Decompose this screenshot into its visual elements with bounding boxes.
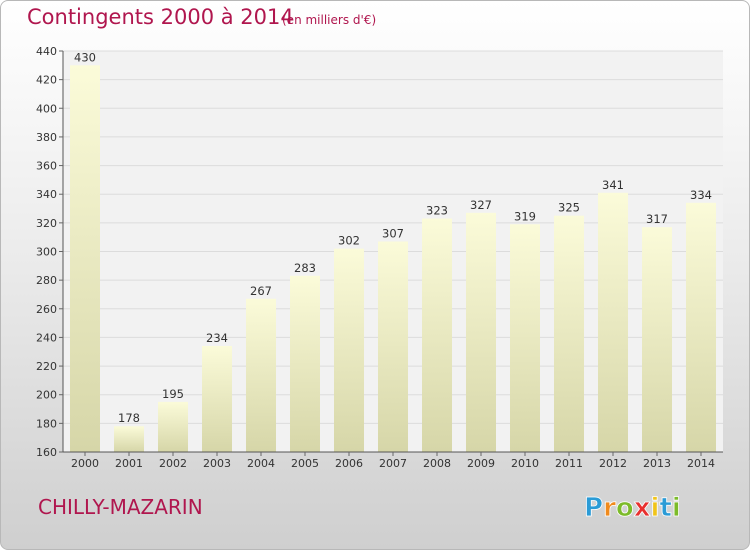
value-label: 341	[602, 178, 624, 192]
x-tick-label: 2008	[423, 457, 451, 470]
logo-text: Proxiti	[584, 493, 681, 523]
value-label: 195	[162, 387, 184, 401]
bar-2004	[246, 298, 276, 452]
bar-2011	[554, 215, 584, 452]
y-tick-label: 180	[36, 417, 57, 430]
bar-2001	[114, 426, 144, 452]
x-tick-label: 2004	[247, 457, 275, 470]
y-tick-label: 320	[36, 217, 57, 230]
chart-title: Contingents 2000 à 2014	[27, 5, 294, 29]
value-label: 302	[338, 234, 360, 248]
y-tick-label: 240	[36, 331, 57, 344]
value-label: 267	[250, 284, 272, 298]
value-label: 325	[558, 201, 580, 215]
value-label: 319	[514, 209, 536, 223]
y-tick-labels: 160 180 200 220 240 260 280 300 320 340 360 380 400 4…	[36, 45, 63, 459]
y-tick-label: 400	[36, 102, 57, 115]
x-tick-label: 2007	[379, 457, 407, 470]
y-tick-label: 420	[36, 74, 57, 87]
bar-2014	[686, 202, 716, 452]
bar-2005	[290, 275, 320, 452]
y-tick-label: 340	[36, 188, 57, 201]
value-label: 283	[294, 261, 316, 275]
value-label: 178	[118, 411, 140, 425]
value-label: 430	[74, 50, 96, 64]
y-tick-label: 160	[36, 446, 57, 459]
y-tick-label: 220	[36, 360, 57, 373]
bar-2003	[202, 346, 232, 452]
x-tick-label: 2009	[467, 457, 495, 470]
value-label: 307	[382, 226, 404, 240]
value-label: 317	[646, 212, 668, 226]
x-tick-label: 2010	[511, 457, 539, 470]
x-tick-label: 2002	[159, 457, 187, 470]
x-tick-label: 2000	[71, 457, 99, 470]
y-tick-label: 380	[36, 131, 57, 144]
y-tick-label: 200	[36, 389, 57, 402]
x-tick-labels: 2000 2001 2002 2003 2004 2005 2006 2007 2008 2009…	[71, 452, 715, 470]
y-tick-label: 360	[36, 160, 57, 173]
x-tick-label: 2014	[687, 457, 715, 470]
bar-2012	[598, 192, 628, 452]
y-tick-label: 260	[36, 303, 57, 316]
bar-2010	[510, 224, 540, 452]
bar-2007	[378, 241, 408, 452]
bar-2006	[334, 248, 364, 452]
bar-2013	[642, 227, 672, 452]
x-tick-label: 2003	[203, 457, 231, 470]
bar-2002	[158, 401, 188, 452]
y-tick-label: 280	[36, 274, 57, 287]
commune-name: CHILLY-MAZARIN	[38, 495, 203, 519]
bars	[70, 65, 716, 453]
x-tick-label: 2011	[555, 457, 583, 470]
proxiti-logo: Proxiti	[582, 488, 692, 524]
x-tick-label: 2001	[115, 457, 143, 470]
value-label: 327	[470, 198, 492, 212]
y-tick-label: 440	[36, 45, 57, 58]
x-tick-label: 2005	[291, 457, 319, 470]
x-tick-label: 2013	[643, 457, 671, 470]
bar-2009	[466, 212, 496, 452]
value-labels: 430 178 195 234 267 283 302 307 323 327 319 325 341 3…	[74, 50, 712, 425]
x-tick-label: 2012	[599, 457, 627, 470]
value-label: 234	[206, 331, 228, 345]
chart-subtitle: (en milliers d'€)	[282, 13, 377, 27]
bar-2000	[70, 65, 100, 453]
value-label: 334	[690, 188, 712, 202]
value-label: 323	[426, 204, 448, 218]
x-tick-label: 2006	[335, 457, 363, 470]
y-tick-label: 300	[36, 246, 57, 259]
proxiti-logo-mark: Proxiti	[584, 493, 682, 524]
bar-2008	[422, 218, 452, 452]
